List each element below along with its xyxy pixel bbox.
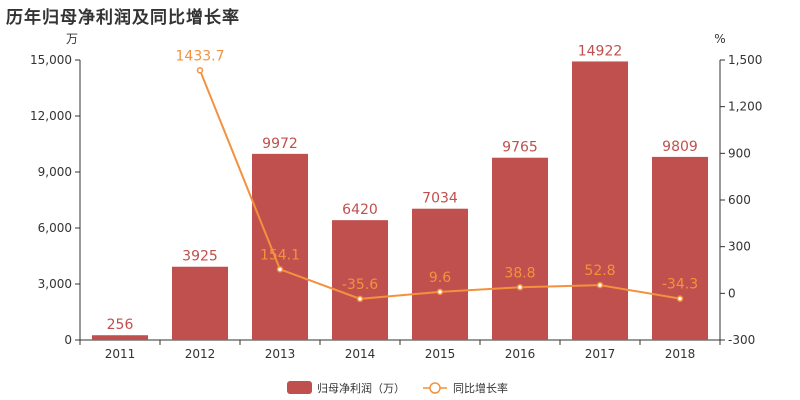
line-label: 9.6: [429, 270, 451, 286]
legend-line-marker: [429, 382, 441, 394]
x-tick-label: 2015: [425, 347, 456, 361]
bar-label: 9972: [262, 136, 298, 152]
right-tick-label: -300: [728, 333, 755, 347]
bar: [92, 335, 148, 340]
right-axis-unit: %: [714, 32, 725, 46]
left-tick-label: 15,000: [30, 53, 72, 67]
line-point: [436, 288, 444, 296]
legend-bar-swatch: [287, 381, 312, 394]
bar: [412, 208, 468, 340]
line-label: 38.8: [504, 265, 535, 281]
line-point: [196, 67, 204, 74]
x-tick-label: 2012: [185, 347, 216, 361]
x-tick-label: 2014: [345, 347, 376, 361]
line-point: [516, 284, 524, 291]
left-axis-unit: 万: [66, 32, 78, 46]
line-label: 154.1: [260, 247, 300, 263]
bar: [252, 153, 308, 340]
legend-bar-label: 归母净利润（万）: [317, 381, 405, 395]
bar: [572, 61, 628, 341]
line-point: [356, 295, 364, 303]
x-tick-label: 2016: [505, 347, 536, 361]
bar: [172, 266, 228, 340]
bar-label: 14922: [578, 43, 623, 59]
bar-label: 256: [107, 317, 134, 333]
chart-title: 历年归母净利润及同比增长率: [6, 8, 240, 28]
left-tick-label: 0: [64, 333, 72, 347]
legend-line-label: 同比增长率: [453, 381, 508, 395]
bar-label: 6420: [342, 202, 378, 218]
line-label: 52.8: [584, 263, 615, 279]
x-tick-label: 2018: [665, 347, 696, 361]
line-point: [676, 295, 684, 302]
bar: [652, 156, 708, 340]
x-tick-label: 2011: [105, 347, 136, 361]
line-label: -34.3: [662, 277, 698, 293]
right-tick-label: 300: [728, 240, 751, 254]
line-point: [276, 266, 284, 273]
bar-label: 9765: [502, 140, 538, 156]
line-label: 1433.7: [176, 48, 225, 64]
right-tick-label: 0: [728, 286, 736, 300]
right-tick-label: 600: [728, 193, 751, 207]
left-tick-label: 12,000: [30, 109, 72, 123]
line-label: -35.6: [342, 277, 378, 293]
right-tick-label: 1,500: [728, 53, 762, 67]
bar: [332, 220, 388, 340]
line-point: [596, 281, 604, 289]
x-tick-label: 2013: [265, 347, 296, 361]
bar-label: 3925: [182, 249, 218, 265]
left-tick-label: 3,000: [38, 277, 72, 291]
bar-label: 9809: [662, 139, 698, 155]
right-tick-label: 900: [728, 146, 751, 160]
bar: [492, 157, 548, 340]
x-tick-label: 2017: [585, 347, 616, 361]
right-tick-label: 1,200: [728, 100, 762, 114]
bar-label: 7034: [422, 191, 458, 207]
left-tick-label: 9,000: [38, 165, 72, 179]
left-tick-label: 6,000: [38, 221, 72, 235]
